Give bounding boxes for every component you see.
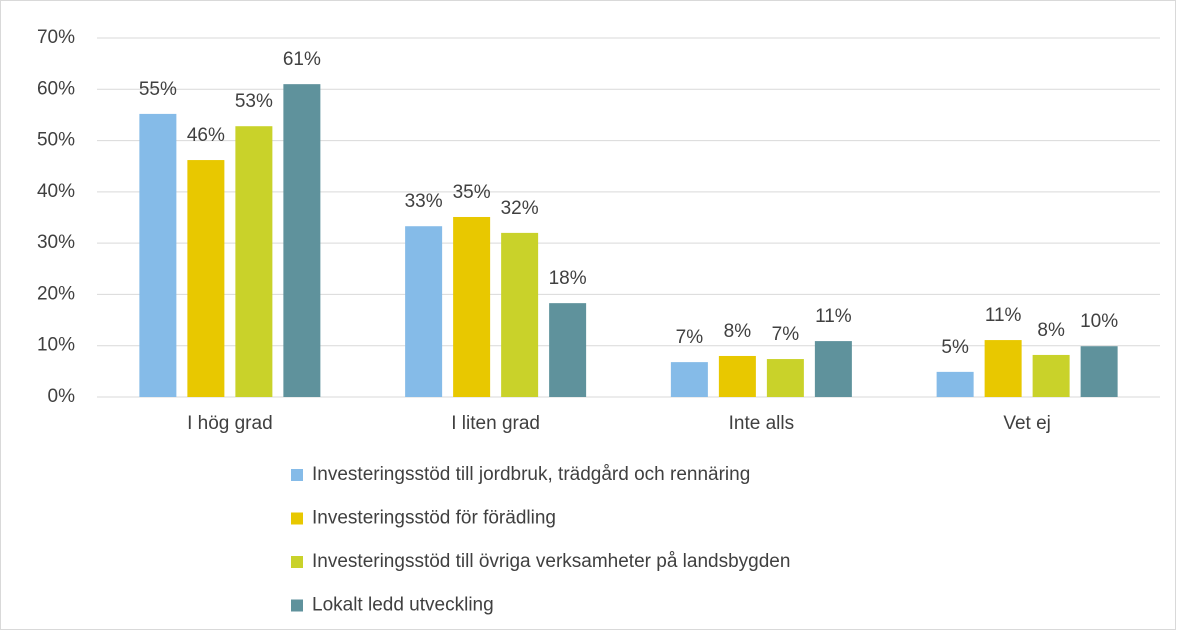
x-tick-label: I hög grad — [187, 413, 273, 434]
data-label: 32% — [501, 198, 539, 219]
data-label: 8% — [1037, 320, 1065, 341]
data-label: 55% — [139, 79, 177, 100]
x-tick-label: Vet ej — [1003, 413, 1051, 434]
x-tick-label: Inte alls — [729, 413, 794, 434]
data-label: 61% — [283, 49, 321, 70]
y-tick-label: 10% — [37, 335, 75, 356]
bar — [936, 371, 974, 397]
bar — [718, 355, 756, 397]
legend-label: Investeringsstöd för förädling — [312, 508, 556, 529]
data-label: 33% — [405, 191, 443, 212]
bar — [405, 226, 443, 397]
legend-label: Lokalt ledd utveckling — [312, 595, 494, 616]
y-tick-label: 30% — [37, 232, 75, 253]
legend-label: Investeringsstöd till övriga verksamhete… — [312, 551, 790, 572]
bar — [283, 84, 321, 398]
bar — [814, 341, 852, 397]
y-tick-label: 50% — [37, 130, 75, 151]
legend-label: Investeringsstöd till jordbruk, trädgård… — [312, 464, 750, 485]
data-label: 11% — [985, 305, 1022, 326]
data-label: 10% — [1080, 311, 1118, 332]
data-label: 7% — [772, 324, 800, 345]
x-tick-label: I liten grad — [451, 413, 540, 434]
bar — [670, 362, 708, 397]
legend-swatch — [291, 599, 303, 612]
bar — [453, 216, 491, 397]
legend-swatch — [291, 469, 303, 481]
data-label: 35% — [453, 182, 491, 203]
bar — [139, 113, 177, 397]
y-tick-label: 0% — [48, 386, 76, 407]
y-tick-label: 40% — [37, 181, 75, 202]
bar — [187, 160, 225, 397]
data-label: 53% — [235, 91, 273, 112]
bar — [235, 126, 273, 397]
y-tick-label: 70% — [37, 27, 75, 48]
bar — [1080, 346, 1118, 397]
legend-swatch — [291, 556, 303, 568]
data-label: 7% — [676, 327, 704, 348]
data-label: 5% — [941, 337, 969, 358]
legend-swatch — [291, 512, 303, 525]
y-tick-label: 20% — [37, 283, 75, 304]
bar — [1032, 354, 1070, 397]
data-label: 46% — [187, 125, 225, 146]
bar — [501, 232, 539, 397]
data-label: 18% — [549, 268, 587, 289]
bar — [984, 340, 1022, 397]
data-label: 8% — [724, 321, 752, 342]
y-tick-label: 60% — [37, 78, 75, 99]
bar — [766, 359, 804, 397]
data-label: 11% — [815, 306, 852, 327]
bar — [549, 303, 587, 397]
